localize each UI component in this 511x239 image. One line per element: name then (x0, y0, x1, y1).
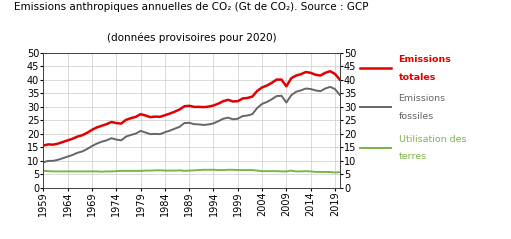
Text: (données provisoires pour 2020): (données provisoires pour 2020) (107, 32, 276, 43)
Text: Emissions anthropiques annuelles de CO₂ (Gt de CO₂). Source : GCP: Emissions anthropiques annuelles de CO₂ … (14, 2, 369, 12)
Text: terres: terres (399, 152, 427, 161)
Text: totales: totales (399, 72, 436, 81)
Text: Emissions: Emissions (399, 94, 446, 103)
Text: fossiles: fossiles (399, 112, 434, 121)
Text: Utilisation des: Utilisation des (399, 135, 466, 144)
Text: Emissions: Emissions (399, 55, 451, 64)
